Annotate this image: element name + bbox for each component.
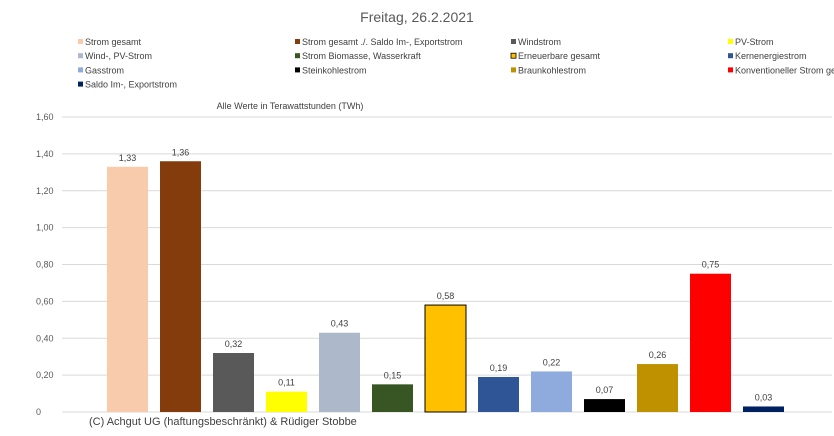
y-tick-label: 0 <box>36 407 41 417</box>
data-label: 0,15 <box>384 370 402 380</box>
chart-title: Freitag, 26.2.2021 <box>360 9 474 25</box>
bar-steinkohlestrom <box>584 399 625 412</box>
legend-label: Braunkohlestrom <box>518 65 586 75</box>
legend-swatch <box>728 67 733 73</box>
legend-swatch <box>295 53 300 59</box>
data-label: 0,43 <box>331 319 349 329</box>
legend-label: Kernenergiestrom <box>735 51 807 61</box>
y-axis: 0 0,20 0,40 0,60 0,80 1,00 1,20 1,40 1,60 <box>36 112 54 417</box>
data-label: 0,19 <box>490 363 508 373</box>
bar-kernenergiestrom <box>478 376 519 412</box>
bar-strom-biomasse-wasserkraft <box>372 384 413 412</box>
bar-strom-gesamt <box>107 166 148 412</box>
legend-swatch <box>78 53 83 59</box>
units-note: Alle Werte in Terawattstunden (TWh) <box>217 101 364 111</box>
data-label: 0,22 <box>543 357 561 367</box>
legend-label: Gasstrom <box>85 65 124 75</box>
bar-saldo-im-exportstrom <box>743 406 784 412</box>
legend-swatch <box>295 67 300 73</box>
legend-swatch <box>511 39 516 44</box>
legend-label: Saldo Im-, Exportstrom <box>85 80 177 90</box>
legend-label: Strom gesamt ./. Saldo Im-, Exportstrom <box>302 37 463 47</box>
legend-swatch <box>511 67 516 73</box>
legend-swatch <box>78 39 83 44</box>
data-labels: 1,33 1,36 0,32 0,11 0,43 0,15 0,58 0,19 0,22 0,07… <box>119 147 773 402</box>
data-label: 0,26 <box>649 350 667 360</box>
legend-swatch <box>78 81 83 87</box>
legend-swatch <box>295 39 300 44</box>
legend-label: Strom gesamt <box>85 37 142 47</box>
data-label: 1,33 <box>119 153 137 163</box>
legend-swatch <box>728 53 733 59</box>
legend-swatch <box>78 67 83 73</box>
y-tick-label: 1,60 <box>36 112 54 122</box>
bar-erneuerbare-gesamt <box>424 304 467 413</box>
legend-swatch <box>510 52 517 59</box>
legend-label: Konventioneller Strom gesamt <box>735 65 834 75</box>
legend-label: PV-Strom <box>735 37 774 47</box>
legend-label: Wind-, PV-Strom <box>85 51 152 61</box>
bar-braunkohlestrom <box>637 364 678 412</box>
bar-windstrom <box>213 353 254 412</box>
data-label: 0,07 <box>596 385 614 395</box>
bar-gasstrom <box>531 371 572 412</box>
legend-label: Erneuerbare gesamt <box>518 51 601 61</box>
y-tick-label: 1,40 <box>36 149 54 159</box>
data-label: 1,36 <box>172 147 190 157</box>
legend-label: Strom Biomasse, Wasserkraft <box>302 51 421 61</box>
legend-label: Windstrom <box>518 37 561 47</box>
bar-wind-pv-strom <box>319 332 360 412</box>
y-tick-label: 1,20 <box>36 186 54 196</box>
data-label: 0,03 <box>755 392 773 402</box>
bar-konventioneller-strom-gesamt <box>690 273 731 412</box>
legend-label: Steinkohlestrom <box>302 65 367 75</box>
legend-swatch <box>728 39 733 44</box>
data-label: 0,11 <box>278 378 295 388</box>
bar-pv-strom <box>266 391 307 412</box>
y-tick-label: 0,80 <box>36 260 54 270</box>
data-label: 0,32 <box>225 339 243 349</box>
bars <box>107 161 784 413</box>
y-tick-label: 0,60 <box>36 296 54 306</box>
y-tick-label: 1,00 <box>36 223 54 233</box>
bar-strom-gesamt-saldo-im-exportstrom <box>160 161 201 412</box>
y-tick-label: 0,20 <box>36 370 54 380</box>
copyright-footer: (C) Achgut UG (haftungsbeschränkt) & Rüd… <box>89 416 357 428</box>
legend: Strom gesamt Strom gesamt ./. Saldo Im-, … <box>78 37 834 90</box>
data-label: 0,75 <box>702 260 720 270</box>
y-tick-label: 0,40 <box>36 333 54 343</box>
data-label: 0,58 <box>437 291 455 301</box>
